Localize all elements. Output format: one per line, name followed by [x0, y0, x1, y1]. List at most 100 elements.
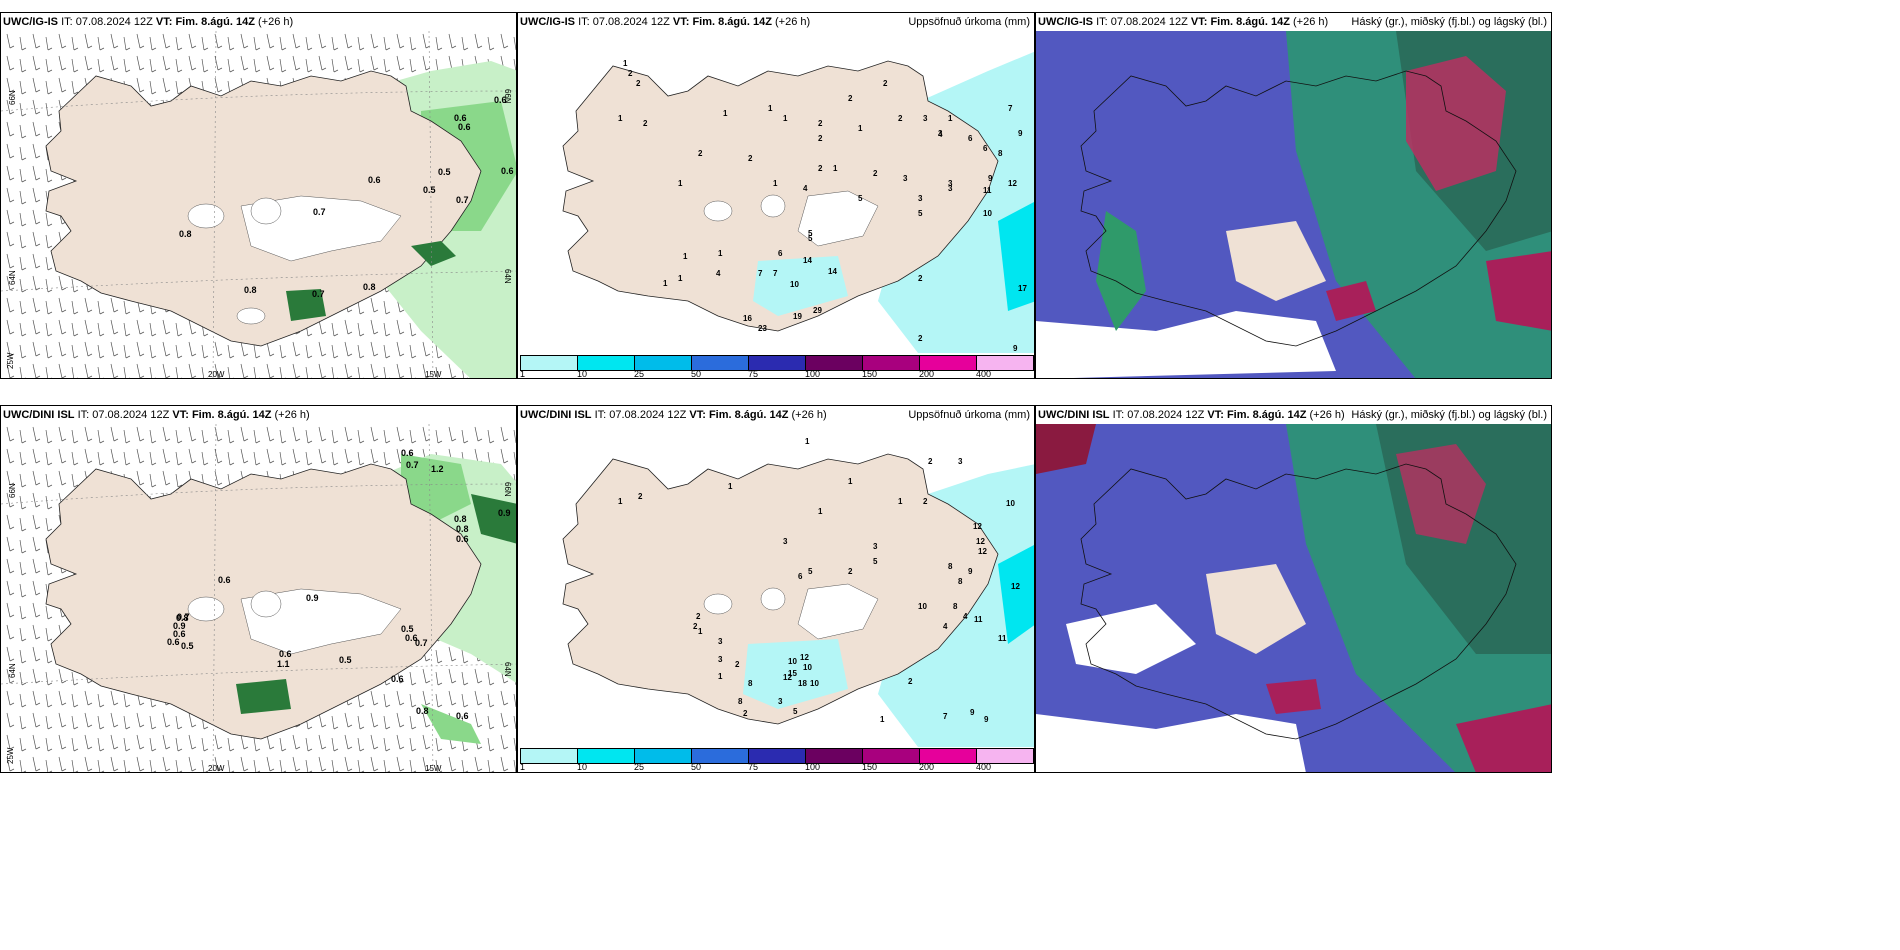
- colorbar-label: 150: [862, 762, 878, 772]
- lead-time: (+26 h): [274, 409, 310, 421]
- high-cloud-area-se: [1486, 251, 1551, 331]
- precip-value: 3: [718, 655, 723, 664]
- precip-value: 16: [743, 314, 752, 323]
- precip-value: 1: [663, 279, 668, 288]
- precip-value: 8: [998, 149, 1003, 158]
- precip-value: 8: [958, 577, 963, 586]
- wind-value: 0.9: [306, 593, 319, 603]
- high-cloud-area-nw: [1036, 424, 1096, 474]
- lead-time: (+26 h): [1292, 16, 1329, 28]
- precip-value: 29: [813, 306, 822, 315]
- precip-labels: 1 1 1 2 1 1 2 3 2 1 3 6 5 3 5 2 1 2 2 3 …: [618, 437, 1020, 724]
- precip-value: 12: [783, 673, 792, 682]
- precip-core-south: [236, 679, 291, 714]
- precip-value: 2: [928, 457, 933, 466]
- glacier-vatnajokull: [797, 190, 879, 247]
- precip-value: 14: [828, 267, 837, 276]
- it-label: IT:: [594, 409, 607, 421]
- precip-value: 2: [693, 622, 698, 631]
- wind-value: 0.6: [405, 633, 418, 643]
- precip-value: 3: [938, 129, 943, 138]
- high-cloud-area: [1406, 56, 1506, 191]
- lat-label: 66N: [503, 482, 512, 497]
- panel-header: UWC/DINI ISL IT: 07.08.2024 12Z VT: Fim.…: [3, 409, 310, 421]
- lon-label: 20W: [208, 370, 225, 379]
- precip-value: 2: [923, 497, 928, 506]
- panel-header: UWC/IG-IS IT: 07.08.2024 12Z VT: Fim. 8.…: [520, 16, 810, 28]
- panel-title: Uppsöfnuð úrkoma (mm): [908, 16, 1030, 28]
- high-cloud-area: [1396, 444, 1486, 544]
- land-clear: [1226, 221, 1326, 301]
- precip-value: 1: [718, 249, 723, 258]
- precip-value: 19: [793, 312, 802, 321]
- precip-value: 9: [1018, 129, 1023, 138]
- precip-value: 1: [618, 114, 623, 123]
- colorbar-label: 25: [634, 369, 645, 379]
- precip-value: 8: [748, 679, 753, 688]
- vt-label: VT:: [672, 16, 690, 28]
- lead-time: (+26 h): [791, 409, 827, 421]
- precip-value: 1: [718, 672, 723, 681]
- panel-title: Háský (gr.), miðský (fj.bl.) og lágský (…: [1351, 16, 1547, 28]
- panel-igis-wind: UWC/IG-IS IT: 07.08.2024 12Z VT: Fim. 8.…: [0, 12, 517, 379]
- precip-value: 4: [803, 184, 808, 193]
- precip-value: 11: [983, 186, 992, 195]
- colorbar-label: 1: [520, 762, 526, 772]
- precip-value: 12: [800, 653, 809, 662]
- colorbar-label: 400: [976, 762, 992, 772]
- precip-value: 12: [978, 547, 987, 556]
- clear-sky-south: [1036, 714, 1306, 772]
- precip-value: 3: [948, 179, 953, 188]
- lead-time: (+26 h): [257, 16, 294, 28]
- wind-value: 0.6: [456, 711, 469, 721]
- lat-label: 66N: [8, 483, 17, 498]
- glacier-langjokull: [187, 203, 225, 229]
- colorbar-swatch: [920, 749, 977, 763]
- precip-area-heavy: [998, 545, 1034, 644]
- precip-value: 2: [696, 612, 701, 621]
- vt-label: VT:: [172, 409, 189, 421]
- cloud-band-west: [1096, 211, 1146, 331]
- precip-value: 2: [818, 164, 823, 173]
- precip-value: 10: [810, 679, 819, 688]
- wind-value: 0.6: [391, 674, 404, 684]
- precip-value: 11: [998, 634, 1007, 643]
- colorbar-label: 400: [976, 369, 992, 379]
- precip-value: 3: [718, 637, 723, 646]
- model-name: UWC/IG-IS: [520, 16, 575, 28]
- lat-label: 66N: [8, 90, 17, 105]
- vt-label: VT:: [155, 16, 173, 28]
- precip-value: 2: [848, 94, 853, 103]
- lat-label: 64N: [503, 662, 512, 677]
- axis-labels: 66N 64N 66N 64N 25W 20W 15W: [6, 482, 512, 773]
- precip-value: 2: [883, 79, 888, 88]
- vt-value: Fim. 8.ágú. 14Z: [692, 16, 772, 28]
- wind-value: 0.6: [458, 122, 471, 132]
- wind-value: 0.6: [368, 175, 381, 185]
- it-value: 07.08.2024 12Z: [75, 16, 153, 28]
- precip-value: 3: [778, 697, 783, 706]
- precip-value: 7: [773, 269, 778, 278]
- precip-value: 2: [818, 134, 823, 143]
- precip-value: 10: [1006, 499, 1015, 508]
- wind-value: 1.2: [431, 464, 444, 474]
- lon-label: 20W: [208, 764, 225, 773]
- lat-label: 64N: [8, 663, 17, 678]
- it-value: 07.08.2024 12Z: [1110, 16, 1188, 28]
- wind-value: 0.7: [313, 207, 326, 217]
- it-value: 07.08.2024 12Z: [609, 409, 687, 421]
- wind-value: 0.7: [456, 195, 469, 205]
- vt-label: VT:: [1207, 409, 1224, 421]
- lon-label: 15W: [425, 370, 442, 379]
- precip-value: 1: [678, 179, 683, 188]
- precip-value: 10: [788, 657, 797, 666]
- colorbar: [520, 748, 1034, 764]
- model-name: UWC/IG-IS: [1038, 16, 1093, 28]
- precip-value: 1: [880, 715, 885, 724]
- axis-labels: 66N 64N 66N 64N 25W 20W 15W: [6, 89, 512, 379]
- precip-value: 2: [743, 709, 748, 718]
- precip-value: 7: [758, 269, 763, 278]
- colorbar-label: 75: [748, 369, 759, 379]
- glacier-hofsjokull: [250, 590, 282, 618]
- lead-time: (+26 h): [774, 16, 811, 28]
